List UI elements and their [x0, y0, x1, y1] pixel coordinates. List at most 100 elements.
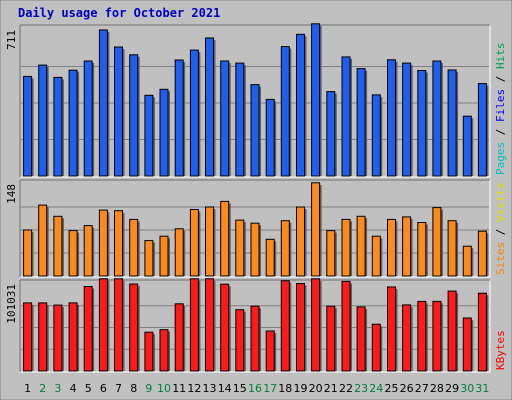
- side-legend-part: Visits: [494, 182, 507, 222]
- bar: [432, 60, 442, 177]
- day-label: 7: [115, 382, 122, 395]
- bar: [371, 323, 381, 372]
- bar: [53, 304, 63, 372]
- bar: [205, 206, 214, 277]
- bar: [402, 216, 412, 277]
- day-label: 29: [445, 382, 459, 395]
- day-label: 23: [354, 382, 368, 395]
- bar: [189, 209, 199, 277]
- chart-panels: 711 Pages / Files / Hits 148 Sites / Visits…: [5, 23, 507, 373]
- day-label: 20: [309, 382, 323, 395]
- bar: [235, 62, 245, 177]
- bar: [114, 46, 123, 177]
- day-label: 4: [70, 382, 77, 395]
- bar: [159, 329, 169, 372]
- bar: [220, 60, 230, 177]
- bar: [311, 23, 321, 177]
- bar: [129, 283, 139, 372]
- bar: [159, 235, 169, 277]
- day-label: 17: [263, 382, 277, 395]
- bar: [447, 69, 457, 177]
- bar: [38, 64, 48, 177]
- bar: [462, 317, 472, 372]
- bar: [205, 278, 214, 372]
- bar: [68, 302, 78, 372]
- bar: [129, 54, 139, 177]
- bar: [402, 62, 412, 177]
- panel-pages-files-hits: 711 Pages / Files / Hits: [5, 23, 507, 178]
- day-label: 3: [54, 382, 61, 395]
- day-label: 27: [415, 382, 429, 395]
- bar: [326, 305, 336, 372]
- bar: [189, 278, 199, 372]
- bar: [114, 278, 123, 372]
- day-label: 18: [278, 382, 292, 395]
- y-max-label: 711: [5, 30, 18, 50]
- day-label: 13: [203, 382, 217, 395]
- bar: [280, 280, 290, 372]
- bar: [235, 309, 245, 372]
- day-label: 12: [187, 382, 201, 395]
- bar: [174, 303, 184, 372]
- chart-title: Daily usage for October 2021: [18, 6, 220, 20]
- bar: [326, 230, 336, 277]
- bar: [205, 37, 214, 177]
- bar: [296, 206, 305, 277]
- bar: [417, 222, 427, 277]
- side-legend-part: KBytes: [494, 330, 507, 370]
- side-legend: Pages / Files / Hits: [494, 43, 507, 176]
- bar: [98, 278, 108, 372]
- bar: [356, 215, 366, 277]
- bar: [432, 207, 442, 277]
- bar: [144, 240, 154, 277]
- day-label: 5: [85, 382, 92, 395]
- bar: [265, 98, 275, 177]
- y-max-label: 101031: [5, 284, 18, 324]
- bar: [341, 218, 351, 277]
- day-label: 10: [157, 382, 171, 395]
- bar: [371, 235, 381, 277]
- day-label: 31: [475, 382, 489, 395]
- side-legend-part: Sites: [494, 242, 507, 275]
- bar: [280, 46, 290, 177]
- bar: [326, 91, 336, 177]
- day-label: 8: [130, 382, 137, 395]
- day-label: 25: [385, 382, 399, 395]
- side-legend-part: Files: [494, 89, 507, 122]
- day-label: 14: [218, 382, 232, 395]
- side-legend: KBytes: [494, 330, 507, 370]
- side-legend-part: Pages: [494, 142, 507, 175]
- bar: [250, 222, 260, 277]
- bar: [250, 305, 260, 372]
- bar: [356, 306, 366, 372]
- day-label: 28: [430, 382, 444, 395]
- bar: [417, 300, 427, 372]
- bar: [114, 210, 123, 277]
- bar: [144, 94, 154, 177]
- bar: [174, 228, 184, 277]
- day-label: 11: [172, 382, 186, 395]
- bar: [220, 200, 230, 277]
- bar: [23, 302, 33, 372]
- bar: [189, 49, 199, 177]
- day-label: 16: [248, 382, 262, 395]
- bar: [387, 286, 396, 372]
- bar: [341, 56, 351, 177]
- bar: [68, 69, 78, 177]
- day-label: 2: [39, 382, 46, 395]
- bar: [98, 209, 108, 277]
- bar: [296, 33, 305, 177]
- side-legend: Sites / Visits: [494, 182, 507, 275]
- bar: [144, 331, 154, 372]
- bar: [68, 230, 78, 277]
- panel-sites-visits: 148 Sites / Visits: [5, 179, 507, 278]
- bar: [265, 238, 275, 277]
- bar: [220, 283, 230, 372]
- bar: [447, 220, 457, 277]
- day-label: 9: [145, 382, 152, 395]
- bar: [23, 75, 33, 177]
- day-label: 1: [24, 382, 31, 395]
- bar: [38, 204, 48, 277]
- bar: [356, 68, 366, 177]
- bar: [98, 29, 108, 177]
